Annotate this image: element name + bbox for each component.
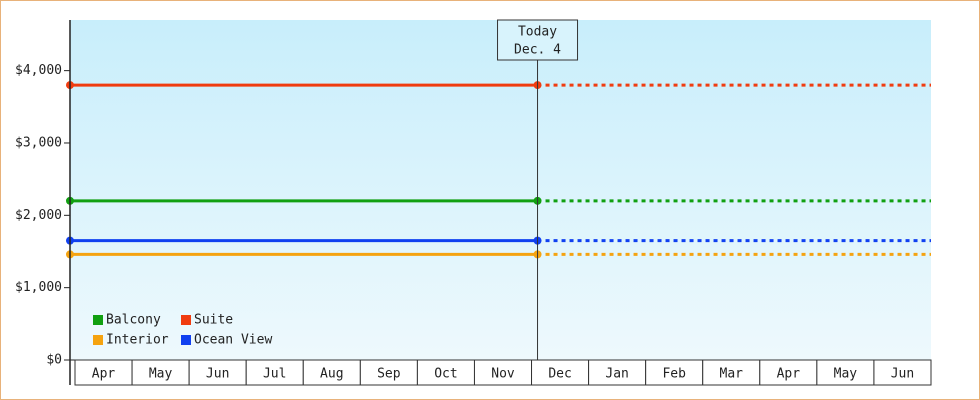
today-label: Dec. 4: [514, 43, 561, 58]
x-tick-label: May: [149, 367, 173, 382]
x-band: [359, 359, 418, 386]
legend-swatch: [93, 335, 103, 345]
x-band: [873, 359, 932, 386]
x-band: [531, 359, 590, 386]
y-tick-label: $1,000: [15, 280, 62, 295]
plot-area: [70, 20, 931, 360]
x-tick-label: Jun: [206, 367, 229, 382]
legend-label: Ocean View: [194, 333, 272, 348]
legend-label: Suite: [194, 313, 233, 328]
y-tick-label: $0: [46, 353, 62, 368]
x-tick-label: Mar: [720, 367, 744, 382]
x-band: [245, 359, 304, 386]
x-band: [702, 359, 761, 386]
x-tick-label: Dec: [548, 367, 571, 382]
legend-swatch: [181, 315, 191, 325]
x-tick-label: Nov: [491, 367, 515, 382]
legend-swatch: [93, 315, 103, 325]
today-box: [497, 19, 579, 61]
x-band: [759, 359, 818, 386]
y-tick-label: $4,000: [15, 63, 62, 78]
x-tick-label: Aug: [320, 367, 343, 382]
x-band: [302, 359, 361, 386]
legend-label: Interior: [106, 333, 169, 348]
x-tick-label: Feb: [662, 367, 686, 382]
y-tick-label: $2,000: [15, 208, 62, 223]
x-tick-label: May: [834, 367, 858, 382]
legend-label: Balcony: [106, 313, 161, 328]
legend-swatch: [181, 335, 191, 345]
x-band: [588, 359, 647, 386]
x-tick-label: Jun: [891, 367, 914, 382]
today-label: Today: [518, 25, 557, 40]
x-band: [473, 359, 533, 386]
x-band: [188, 359, 247, 386]
x-tick-label: Jul: [263, 367, 286, 382]
x-band: [645, 359, 704, 386]
x-tick-label: Jan: [605, 367, 628, 382]
x-tick-label: Apr: [777, 367, 801, 382]
y-tick-label: $3,000: [15, 135, 62, 150]
x-band: [416, 359, 475, 386]
x-tick-label: Apr: [92, 367, 116, 382]
x-tick-label: Oct: [434, 367, 457, 382]
x-tick-label: Sep: [377, 367, 401, 382]
